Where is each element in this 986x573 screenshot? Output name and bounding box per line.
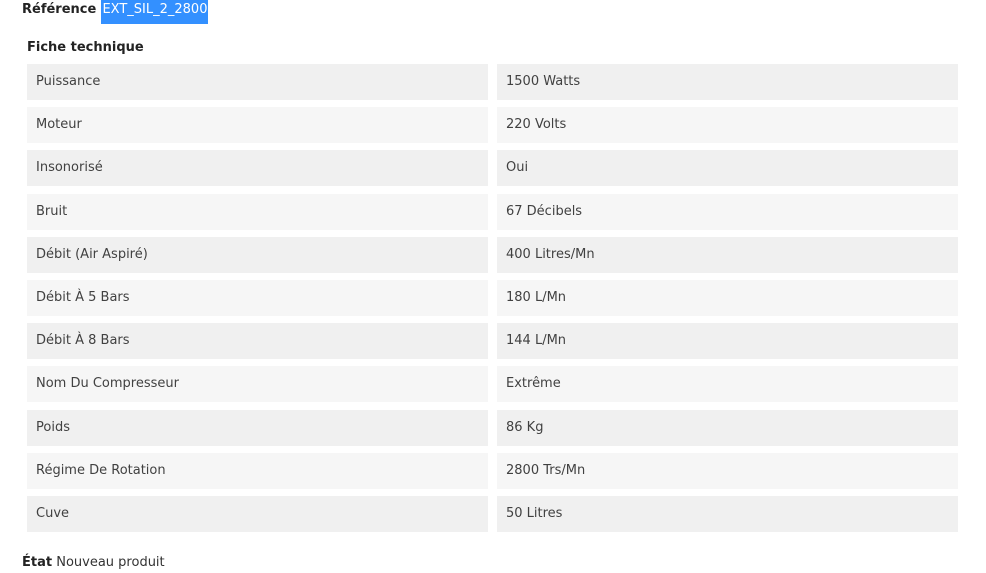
spec-value: 144 L/Mn (497, 323, 958, 360)
condition-label: État (22, 555, 53, 570)
spec-row: Bruit 67 Décibels (27, 193, 958, 230)
spec-row: Poids 86 Kg (27, 409, 958, 446)
spec-row: Débit À 8 Bars 144 L/Mn (27, 323, 958, 360)
spec-row: Puissance 1500 Watts (27, 64, 958, 100)
spec-value: 220 Volts (497, 107, 958, 144)
spec-value: Oui (497, 150, 958, 187)
spec-name: Poids (27, 409, 488, 446)
spec-row: Moteur 220 Volts (27, 107, 958, 144)
spec-name: Débit À 8 Bars (27, 323, 488, 360)
spec-row: Insonorisé Oui (27, 150, 958, 187)
spec-row: Débit À 5 Bars 180 L/Mn (27, 279, 958, 316)
spec-value: Extrême (497, 366, 958, 403)
spec-value: 50 Litres (497, 495, 958, 532)
spec-value: 180 L/Mn (497, 279, 958, 316)
spec-value: 86 Kg (497, 409, 958, 446)
condition-value: Nouveau produit (56, 555, 165, 570)
reference-label: Référence (22, 2, 97, 17)
spec-name: Cuve (27, 495, 488, 532)
spec-value: 1500 Watts (497, 64, 958, 100)
fiche-technique-title: Fiche technique (27, 40, 144, 55)
spec-name: Puissance (27, 64, 488, 100)
spec-name: Moteur (27, 107, 488, 144)
product-condition: État Nouveau produit (22, 553, 165, 573)
product-reference: Référence EXT_SIL_2_2800 (22, 0, 209, 24)
spec-row: Régime De Rotation 2800 Trs/Mn (27, 452, 958, 489)
spec-name: Nom Du Compresseur (27, 366, 488, 403)
spec-value: 67 Décibels (497, 193, 958, 230)
spec-name: Débit (Air Aspiré) (27, 236, 488, 273)
reference-value[interactable]: EXT_SIL_2_2800 (101, 0, 209, 24)
spec-name: Régime De Rotation (27, 452, 488, 489)
spec-value: 2800 Trs/Mn (497, 452, 958, 489)
spec-name: Bruit (27, 193, 488, 230)
spec-name: Débit À 5 Bars (27, 279, 488, 316)
spec-row: Cuve 50 Litres (27, 495, 958, 532)
spec-row: Nom Du Compresseur Extrême (27, 366, 958, 403)
spec-row: Débit (Air Aspiré) 400 Litres/Mn (27, 236, 958, 273)
spec-value: 400 Litres/Mn (497, 236, 958, 273)
specs-table: Puissance 1500 Watts Moteur 220 Volts Insono… (27, 64, 958, 539)
spec-name: Insonorisé (27, 150, 488, 187)
